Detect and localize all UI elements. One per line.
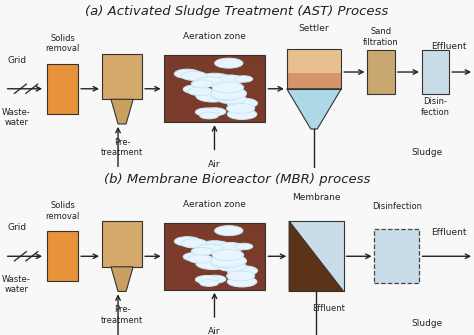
Text: Settler: Settler <box>299 24 329 33</box>
Circle shape <box>229 98 257 108</box>
Circle shape <box>210 255 246 267</box>
Circle shape <box>235 243 253 250</box>
Circle shape <box>195 275 219 284</box>
Text: Pre-
treatment: Pre- treatment <box>101 138 143 157</box>
Text: Waste-
water: Waste- water <box>2 108 31 127</box>
Circle shape <box>229 266 257 276</box>
Text: Effluent: Effluent <box>431 43 467 51</box>
Bar <box>164 223 265 290</box>
Circle shape <box>227 104 255 113</box>
Circle shape <box>215 226 243 236</box>
Circle shape <box>217 261 246 271</box>
Circle shape <box>188 87 212 95</box>
Circle shape <box>228 109 257 120</box>
Circle shape <box>200 280 219 286</box>
Bar <box>47 64 78 114</box>
Text: Effluent: Effluent <box>312 304 345 313</box>
Text: Air: Air <box>208 327 221 335</box>
Text: Sand
filtration: Sand filtration <box>363 27 399 47</box>
Bar <box>367 50 395 94</box>
Text: (a) Activated Sludge Treatment (AST) Process: (a) Activated Sludge Treatment (AST) Pro… <box>85 5 389 18</box>
Circle shape <box>188 255 212 263</box>
Circle shape <box>174 69 201 78</box>
Circle shape <box>181 71 207 80</box>
Circle shape <box>210 87 246 100</box>
Text: Grid: Grid <box>7 223 26 232</box>
Circle shape <box>217 243 244 252</box>
Circle shape <box>198 73 231 85</box>
Circle shape <box>183 85 208 94</box>
Bar <box>287 49 341 73</box>
Circle shape <box>235 76 253 82</box>
Text: Solids
removal: Solids removal <box>46 201 80 221</box>
Bar <box>287 49 341 89</box>
Text: Sludge: Sludge <box>411 148 442 157</box>
Text: Sludge: Sludge <box>411 319 442 328</box>
Bar <box>164 55 265 122</box>
Polygon shape <box>111 99 133 124</box>
Circle shape <box>212 249 244 261</box>
Text: Grid: Grid <box>7 56 26 65</box>
Bar <box>374 229 419 283</box>
Circle shape <box>198 241 231 253</box>
Circle shape <box>217 93 246 104</box>
Text: Effluent: Effluent <box>431 228 467 237</box>
Bar <box>289 221 344 291</box>
Polygon shape <box>289 221 344 291</box>
Circle shape <box>191 248 213 255</box>
Text: Air: Air <box>208 160 221 169</box>
Circle shape <box>215 58 243 68</box>
Text: Disinfection: Disinfection <box>372 202 422 210</box>
Circle shape <box>211 91 238 100</box>
Circle shape <box>196 77 224 86</box>
Text: (b) Membrane Bioreactor (MBR) process: (b) Membrane Bioreactor (MBR) process <box>104 173 370 186</box>
Circle shape <box>217 75 244 84</box>
Text: Disin-
fection: Disin- fection <box>421 97 450 117</box>
Bar <box>287 73 341 89</box>
Text: Membrane: Membrane <box>292 193 341 202</box>
Circle shape <box>195 108 219 116</box>
Circle shape <box>196 90 230 102</box>
Text: Pre-
treatment: Pre- treatment <box>101 305 143 325</box>
Circle shape <box>228 267 254 276</box>
Bar <box>422 50 449 94</box>
Circle shape <box>203 108 226 116</box>
Circle shape <box>191 80 213 88</box>
Text: Waste-
water: Waste- water <box>2 275 31 294</box>
Circle shape <box>211 259 238 268</box>
Circle shape <box>181 239 207 248</box>
Text: Solids
removal: Solids removal <box>46 34 80 53</box>
Circle shape <box>200 112 219 119</box>
Bar <box>47 231 78 281</box>
Polygon shape <box>111 267 133 291</box>
Text: Aeration zone: Aeration zone <box>183 32 246 41</box>
Polygon shape <box>102 221 142 267</box>
Circle shape <box>227 271 255 281</box>
Circle shape <box>228 276 257 287</box>
Polygon shape <box>102 54 142 99</box>
Circle shape <box>183 252 208 261</box>
Circle shape <box>228 99 254 109</box>
Polygon shape <box>287 89 341 129</box>
Circle shape <box>196 257 230 270</box>
Text: Aeration zone: Aeration zone <box>183 200 246 209</box>
Circle shape <box>174 237 201 246</box>
Circle shape <box>212 82 244 93</box>
Circle shape <box>196 244 224 254</box>
Circle shape <box>203 275 226 283</box>
